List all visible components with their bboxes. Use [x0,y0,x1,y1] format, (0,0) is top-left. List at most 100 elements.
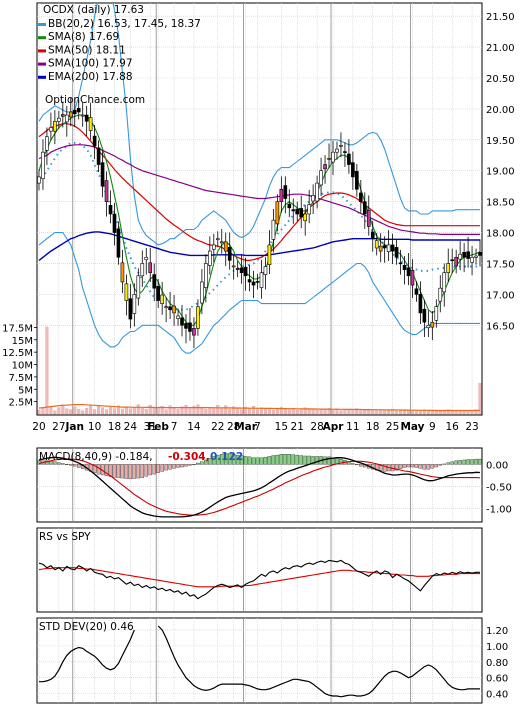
x-tick-label: 31 [144,421,157,433]
volume-bar [73,406,77,415]
candle-body [259,272,264,288]
panel-frame-0 [36,2,483,416]
macd-histogram-bar [223,453,228,465]
price-y-tick-label: 17.00 [486,290,515,301]
macd-histogram-bar [156,464,160,473]
x-tick-label: Apr [323,421,345,433]
candle-body [196,306,200,329]
volume-bar [152,406,156,415]
candle-body [287,203,292,209]
volume-bar [255,409,260,415]
candle-body [128,298,133,320]
volume-y-tick-label: 15M [12,336,33,347]
x-tick-label: 27 [52,421,65,433]
volume-bar [275,408,279,415]
x-tick-label: 14 [187,421,201,433]
macd-histogram-bar [164,464,168,471]
volume-bar [263,408,268,415]
macd-histogram-bar [243,456,248,465]
candle-body [370,231,375,240]
candle-body [442,272,447,293]
candle-body [72,109,77,115]
grid-lines [34,3,482,703]
volume-bar [363,409,367,415]
macd-histogram-bar [275,454,280,465]
volume-y-tick-label: 7.5M [8,373,33,384]
candle-body [331,151,335,163]
macd-y-tick-label: 0.00 [486,460,508,471]
volume-bar [303,407,307,415]
volume-bar [406,410,411,415]
macd-histogram-bar [132,464,137,479]
candle-body [124,283,129,301]
volume-bar [180,406,184,415]
volume-bar [108,406,113,415]
candle-body [243,266,248,277]
candle-body [311,195,315,202]
candle-body [267,244,272,265]
rs-average-line [38,567,480,588]
macd-histogram-bar [172,464,176,469]
macd-histogram-bar [73,464,77,467]
candle-body [112,213,117,233]
macd-histogram-bar [65,464,69,466]
rs-line [38,559,480,600]
candle-body [231,265,236,268]
macd-histogram-bar [271,455,276,465]
bb-upper-line [38,3,480,246]
candle-body [192,328,196,336]
candle-body [418,294,423,314]
candle-body [208,250,212,266]
volume-bar [128,408,132,415]
stddev-y-tick-label: 0.60 [486,674,508,685]
candle-body [434,306,439,321]
macd-histogram-bar [351,463,355,465]
macd-histogram-bar [152,464,156,475]
macd-histogram-bar [418,464,423,469]
macd-histogram-bar [180,464,184,468]
candle-body [299,208,304,218]
macd-signal-value-label: 0.122 [210,451,243,463]
macd-histogram-bar [53,461,57,465]
volume-bar [220,407,224,415]
volume-bar [228,408,232,415]
candle-body [148,262,153,274]
macd-histogram-bar [446,462,450,465]
candle-body [140,263,145,277]
volume-bar [144,408,148,415]
candle-body [438,287,443,302]
volume-bar [446,409,450,415]
price-y-tick-label: 16.50 [486,321,515,332]
candle-body [251,281,256,286]
candle-body [68,111,73,118]
macd-histogram-bar [227,453,232,465]
volume-bar [208,406,212,415]
candle-body [144,256,149,261]
candle-body [458,253,462,260]
price-y-tick-label: 19.00 [486,167,515,178]
candle-body [351,162,355,178]
volume-bar [470,410,474,415]
volume-bar [271,409,275,415]
volume-bar [41,407,45,415]
volume-bar [391,408,395,415]
volume-bar [132,407,136,415]
volume-bar [287,409,291,415]
volume-bar [136,404,140,415]
x-tick-label: 28 [310,421,323,433]
x-tick-label: 28 [227,421,240,433]
volume-bar [112,408,117,415]
macd-histogram-bar [323,456,327,465]
macd-histogram-bar [295,454,299,465]
macd-histogram-bar [160,464,164,472]
volume-bar [69,409,73,415]
macd-histogram-bar [442,463,446,465]
candle-body [462,252,466,258]
macd-histogram-bar [69,464,73,466]
price-y-tick-label: 18.00 [486,229,515,240]
macd-histogram-bar [216,454,220,465]
x-tick-label: May [400,421,424,433]
x-tick-label: 15 [275,421,288,433]
macd-histogram-bar [434,464,439,468]
volume-bar [172,407,176,415]
